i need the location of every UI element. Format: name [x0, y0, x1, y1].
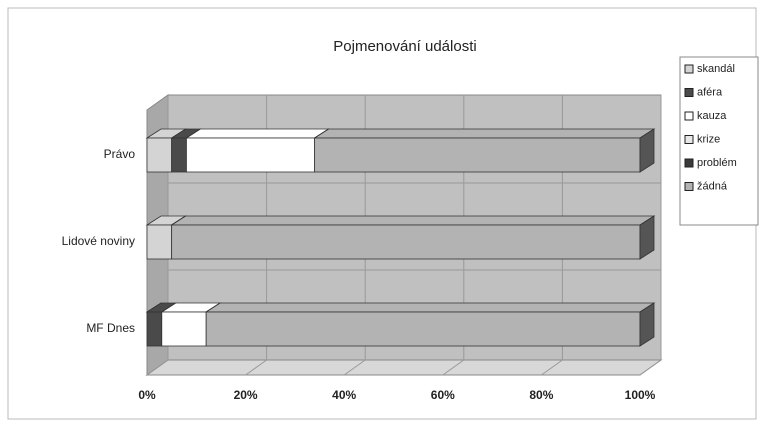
- bar-top: [313, 128, 656, 139]
- y-tick-label: Lidové noviny: [62, 234, 135, 248]
- bar: [205, 311, 641, 347]
- bar: [146, 137, 173, 173]
- bar: [161, 311, 207, 347]
- y-tick-label: MF Dnes: [86, 321, 135, 335]
- legend-label: aféra: [697, 86, 723, 98]
- bar-top: [204, 302, 656, 313]
- x-tick-label: 100%: [625, 388, 656, 402]
- grid-line: [442, 359, 465, 376]
- grid-line: [146, 359, 169, 376]
- legend-label: krize: [697, 133, 720, 145]
- bar: [146, 224, 173, 260]
- chart-title: Pojmenování události: [333, 38, 476, 55]
- legend-label: problém: [697, 157, 737, 169]
- x-tick-label: 0%: [138, 388, 156, 402]
- bar-end: [639, 215, 655, 260]
- bar-top: [170, 215, 656, 226]
- grid-line: [639, 359, 662, 376]
- bar-end: [639, 302, 655, 347]
- bar-end: [639, 128, 655, 173]
- legend-label: skandál: [697, 63, 735, 75]
- legend-swatch: [684, 88, 694, 97]
- legend-swatch: [684, 135, 694, 144]
- legend-swatch: [684, 158, 694, 168]
- bar: [146, 311, 163, 347]
- x-tick-label: 60%: [431, 388, 455, 402]
- grid-line: [245, 359, 267, 376]
- bar: [171, 137, 187, 173]
- bar: [186, 137, 316, 173]
- x-tick-label: 20%: [234, 388, 258, 402]
- x-tick-label: 40%: [332, 388, 356, 402]
- bar: [171, 224, 641, 260]
- bar: [314, 137, 641, 173]
- floor: [145, 359, 663, 376]
- legend-swatch: [684, 64, 694, 74]
- grid-line: [343, 359, 366, 376]
- legend-label: žádná: [697, 180, 728, 192]
- bar-top: [185, 128, 330, 139]
- legend-swatch: [684, 111, 694, 121]
- legend-label: kauza: [697, 110, 727, 122]
- y-tick-label: Právo: [104, 147, 136, 161]
- grid-line: [541, 359, 563, 376]
- x-tick-label: 80%: [529, 388, 553, 402]
- legend-swatch: [684, 182, 694, 191]
